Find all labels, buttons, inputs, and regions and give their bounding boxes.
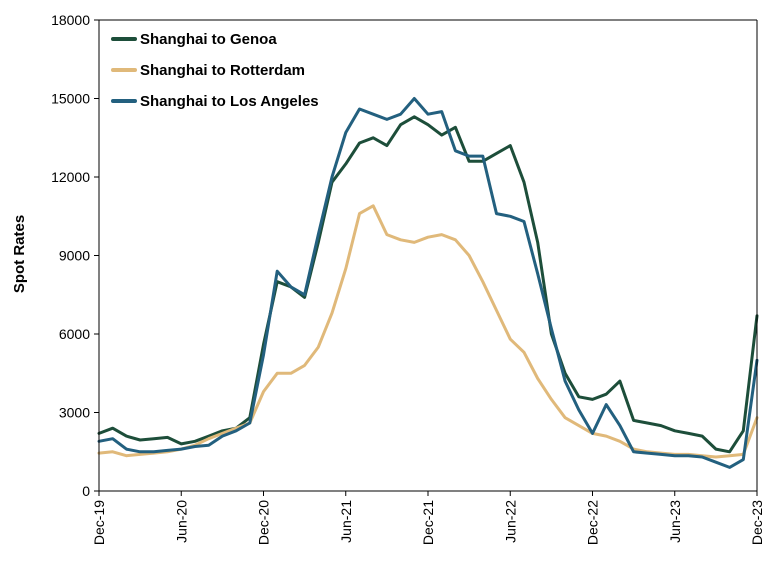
- legend: Shanghai to Genoa Shanghai to Rotterdam Sh…: [111, 31, 319, 110]
- y-tick-label: 15000: [51, 91, 90, 107]
- y-axis-title: Spot Rates: [11, 215, 28, 293]
- series-line-3: [97, 97, 759, 469]
- x-tick-label: Dec-23: [749, 500, 765, 545]
- legend-label: Shanghai to Genoa: [140, 31, 277, 48]
- series-line-1: [97, 115, 759, 454]
- y-axis-ticks: 0 3000 6000 9000 12000 15000 18000: [51, 12, 99, 499]
- x-tick-label: Jun-21: [338, 500, 354, 543]
- y-tick-label: 3000: [59, 405, 90, 421]
- x-axis-ticks: Dec-19 Jun-20 Dec-20 Jun-21 Dec-21 Jun-22 Dec-…: [91, 491, 765, 545]
- legend-label: Shanghai to Los Angeles: [140, 93, 319, 110]
- series-layer: [97, 97, 759, 469]
- x-tick-label: Dec-21: [420, 500, 436, 545]
- axes-layer: [98, 19, 758, 492]
- legend-label: Shanghai to Rotterdam: [140, 62, 305, 79]
- x-tick-label: Dec-19: [91, 500, 107, 545]
- y-tick-label: 6000: [59, 326, 90, 342]
- x-tick-label: Jun-22: [502, 500, 518, 543]
- y-tick-label: 0: [82, 483, 90, 499]
- x-tick-label: Dec-22: [585, 500, 601, 545]
- x-tick-label: Jun-20: [173, 500, 189, 543]
- y-tick-label: 12000: [51, 169, 90, 185]
- series-line-2: [97, 204, 759, 459]
- x-tick-label: Jun-23: [667, 500, 683, 543]
- y-tick-label: 9000: [59, 248, 90, 264]
- x-tick-label: Dec-20: [256, 500, 272, 545]
- y-tick-label: 18000: [51, 12, 90, 28]
